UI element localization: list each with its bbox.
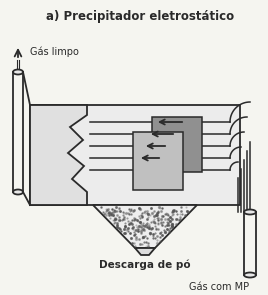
Text: Gás limpo: Gás limpo [30, 47, 79, 57]
Bar [133, 132, 183, 190]
Bar [152, 117, 202, 172]
Text: Gás com MP: Gás com MP [189, 282, 249, 292]
Polygon shape [93, 205, 197, 248]
Bar [30, 105, 240, 205]
Ellipse shape [244, 209, 256, 214]
Ellipse shape [13, 70, 23, 75]
Ellipse shape [244, 273, 256, 278]
Polygon shape [135, 248, 155, 255]
Polygon shape [30, 105, 87, 205]
Text: a) Precipitador eletrostático: a) Precipitador eletrostático [46, 10, 234, 23]
Ellipse shape [13, 189, 23, 194]
Text: Descarga de pó: Descarga de pó [99, 259, 191, 270]
